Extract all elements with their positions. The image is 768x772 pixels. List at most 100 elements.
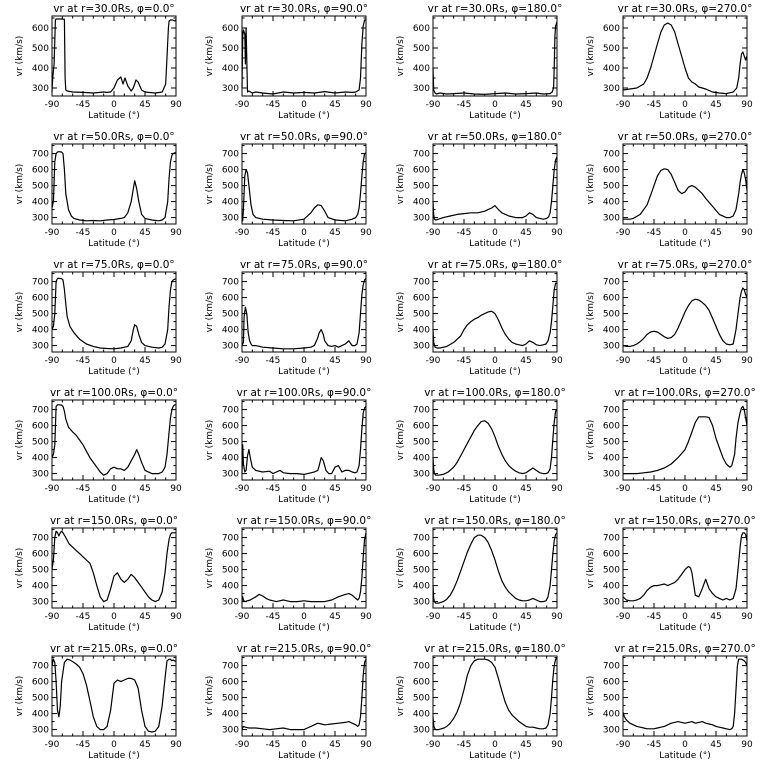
panel-21-xtick-label: -90 (45, 740, 60, 750)
panel-23-xtick-label: 0 (492, 740, 498, 750)
panel-13-ytick-label: 500 (32, 438, 49, 448)
panel-9-ytick-label: 500 (32, 310, 49, 320)
panel-4-series-line (622, 22, 748, 95)
panel-20-xlabel: Latitude (°) (659, 623, 710, 633)
panel-9-title: vr at r=75.0Rs, φ=0.0° (53, 259, 174, 271)
panel-19-ytick-label: 600 (413, 550, 430, 560)
panel-15-xtick-label: 45 (520, 484, 531, 494)
panel-22-ytick-label: 300 (222, 726, 239, 736)
panel-8-ylabel: vr (km/s) (586, 164, 596, 205)
panel-17-title: vr at r=150.0Rs, φ=0.0° (50, 515, 178, 527)
panel-12-xtick-label: -90 (616, 356, 631, 366)
panel-13-xtick-label: -45 (76, 484, 91, 494)
panel-5-ytick-label: 500 (32, 182, 49, 192)
panel-16-ytick-label: 700 (603, 406, 620, 416)
panel-4: vr at r=30.0Rs, φ=270.0° -90 -45 0 45 90 300 40… (586, 3, 753, 121)
panel-13-frame (51, 399, 177, 481)
panel-23-ytick-label: 600 (413, 678, 430, 688)
panel-3-xtick-label: 90 (551, 100, 563, 110)
panel-8-ytick-label: 600 (603, 166, 620, 176)
panel-5-ytick-label: 400 (32, 198, 49, 208)
panel-20-series-line (622, 532, 748, 602)
panel-19-ytick-label: 300 (413, 598, 430, 608)
panel-16-ytick-label: 600 (603, 422, 620, 432)
panel-8-series-line (623, 168, 748, 220)
panel-9-frame (51, 271, 177, 353)
panel-1: vr at r=30.0Rs, φ=0.0° -90 -45 0 45 90 300 400 5… (15, 3, 182, 121)
panel-16-xtick-label: -45 (647, 484, 662, 494)
panel-19-frame (432, 527, 558, 609)
panel-23: vr at r=215.0Rs, φ=180.0° -90 -45 0 45 90 300 4… (396, 643, 566, 761)
panel-6-ytick-label: 300 (222, 214, 239, 224)
panel-9-xtick-label: 0 (111, 356, 117, 366)
panel-21-xtick-label: 0 (111, 740, 117, 750)
panel-4-xtick-label: -90 (616, 100, 631, 110)
panel-2-ylabel: vr (km/s) (205, 36, 215, 77)
panel-9-ytick-label: 400 (32, 326, 49, 336)
panel-20-ytick-label: 400 (603, 582, 620, 592)
panel-11-series-line (432, 282, 557, 349)
panel-4-xtick-label: -45 (647, 100, 662, 110)
panel-7-ytick-label: 400 (413, 198, 430, 208)
panel-8-xtick-label: -90 (616, 228, 631, 238)
panel-13-ytick-label: 700 (32, 406, 49, 416)
panel-24-xtick-label: 90 (741, 740, 753, 750)
panel-6-ytick-label: 600 (222, 166, 239, 176)
panel-4-xlabel: Latitude (°) (659, 111, 710, 121)
panel-18-ylabel: vr (km/s) (205, 548, 215, 589)
panel-4-ytick-label: 300 (603, 84, 620, 94)
panel-5-series-line (51, 151, 176, 222)
panel-5-ytick-label: 700 (32, 150, 49, 160)
panel-2-xtick-label: 45 (329, 100, 340, 110)
panel-21-xtick-label: 45 (139, 740, 150, 750)
panel-12-xtick-label: -45 (647, 356, 662, 366)
panel-15-xtick-label: 0 (492, 484, 498, 494)
panel-7-xtick-label: 45 (520, 228, 531, 238)
panel-19-title: vr at r=150.0Rs, φ=180.0° (424, 515, 565, 527)
panel-22: vr at r=215.0Rs, φ=90.0° -90 -45 0 45 90 300 40… (205, 643, 372, 761)
panel-4-title: vr at r=30.0Rs, φ=270.0° (618, 3, 753, 15)
panel-4-xtick-label: 45 (710, 100, 721, 110)
panel-18-xtick-label: -90 (235, 612, 250, 622)
panel-12-title: vr at r=75.0Rs, φ=270.0° (618, 259, 753, 271)
panel-23-title: vr at r=215.0Rs, φ=180.0° (424, 643, 565, 655)
panel-21-ytick-label: 300 (32, 726, 49, 736)
panel-12-xtick-label: 0 (682, 356, 688, 366)
panel-15-ylabel: vr (km/s) (396, 420, 406, 461)
panel-11-title: vr at r=75.0Rs, φ=180.0° (428, 259, 563, 271)
panel-9-xtick-label: -45 (76, 356, 91, 366)
panel-11-ytick-label: 400 (413, 326, 430, 336)
panel-1-ytick-label: 500 (32, 44, 49, 54)
panel-13-xtick-label: 45 (139, 484, 150, 494)
panel-13-xtick-label: 0 (111, 484, 117, 494)
panel-24-xtick-label: 0 (682, 740, 688, 750)
panel-3-ylabel: vr (km/s) (396, 36, 406, 77)
panel-15-ytick-label: 500 (413, 438, 430, 448)
panel-13-ytick-label: 400 (32, 454, 49, 464)
panel-24-ytick-label: 600 (603, 678, 620, 688)
panel-18-series-line (241, 532, 367, 603)
panel-10-ytick-label: 300 (222, 342, 239, 352)
panel-7-xtick-label: 0 (492, 228, 498, 238)
panel-5-xtick-label: -90 (45, 228, 60, 238)
panel-20-frame (622, 527, 748, 609)
panel-12-ytick-label: 300 (603, 342, 620, 352)
panel-14: vr at r=100.0Rs, φ=90.0° -90 -45 0 45 90 300 40… (205, 387, 372, 505)
panel-14-title: vr at r=100.0Rs, φ=90.0° (237, 387, 372, 399)
panel-19-xtick-label: -90 (426, 612, 441, 622)
panel-24-ytick-label: 500 (603, 694, 620, 704)
panel-10-ytick-label: 500 (222, 310, 239, 320)
panel-9-ytick-label: 700 (32, 278, 49, 288)
panel-13: vr at r=100.0Rs, φ=0.0° -90 -45 0 45 90 300 400… (15, 387, 182, 505)
panel-24-ytick-label: 700 (603, 662, 620, 672)
panel-22-ytick-label: 600 (222, 678, 239, 688)
panel-13-xtick-label: 90 (170, 484, 182, 494)
panel-19: vr at r=150.0Rs, φ=180.0° -90 -45 0 45 90 300 4… (396, 515, 566, 633)
panel-4-frame (622, 15, 748, 97)
panel-20-ylabel: vr (km/s) (586, 548, 596, 589)
panel-6-xtick-label: 0 (301, 228, 307, 238)
panel-24-frame (622, 655, 748, 737)
panel-1-frame (51, 15, 177, 97)
panel-15-ytick-label: 400 (413, 454, 430, 464)
panel-7-frame (432, 143, 558, 225)
